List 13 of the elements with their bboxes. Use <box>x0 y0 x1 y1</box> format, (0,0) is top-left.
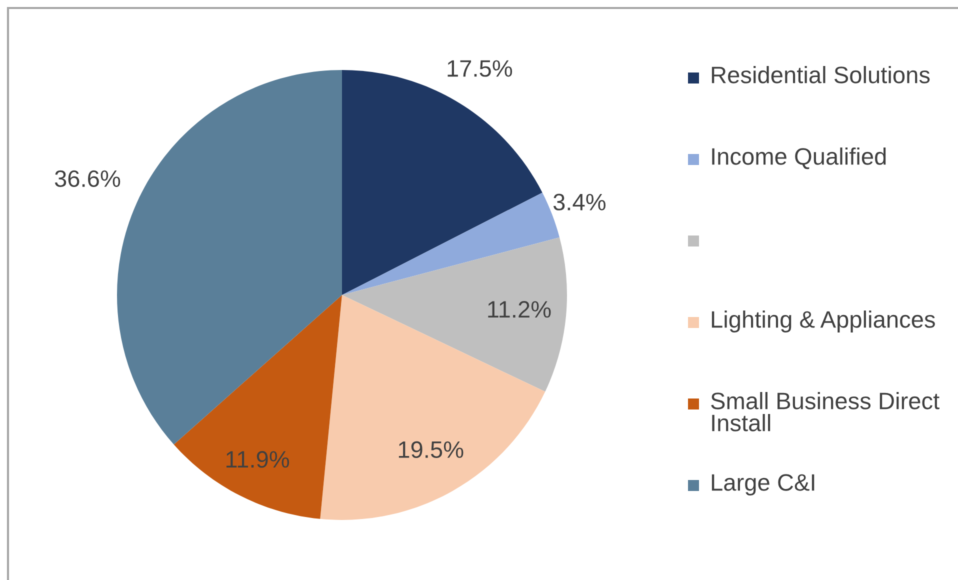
data-label: 11.2% <box>488 301 551 318</box>
data-label: 17.5% <box>448 60 512 77</box>
legend-label: Small Business Direct Install <box>711 392 940 432</box>
pie-slice <box>174 295 342 519</box>
pie-slice <box>342 237 567 392</box>
legend-label: Income Qualified <box>712 148 886 170</box>
legend-label: Residential Solutions <box>712 66 930 84</box>
data-label: 19.5% <box>398 441 464 458</box>
legend-label: Lighting & Appliances <box>712 310 935 333</box>
data-label: 36.6% <box>54 170 120 188</box>
data-label: 11.9% <box>226 451 290 468</box>
legend-label: Large C&I <box>712 474 814 496</box>
data-label: 3.4% <box>553 194 606 210</box>
